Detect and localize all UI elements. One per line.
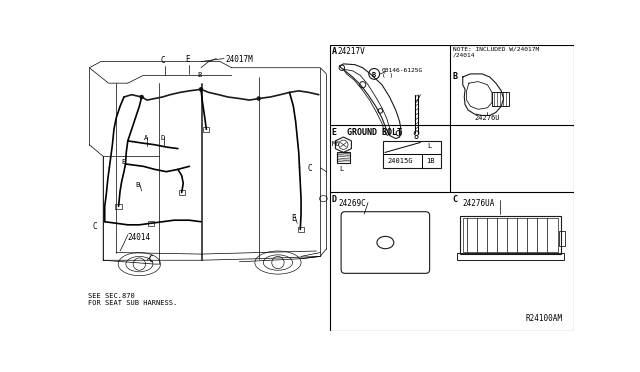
Circle shape bbox=[378, 109, 383, 113]
Text: E: E bbox=[291, 214, 296, 223]
Text: 24015G: 24015G bbox=[387, 158, 413, 164]
Bar bbox=[492, 92, 509, 106]
Text: B: B bbox=[452, 71, 458, 81]
Ellipse shape bbox=[263, 255, 292, 270]
Bar bbox=[383, 141, 441, 168]
Circle shape bbox=[272, 256, 284, 269]
Bar bbox=[463, 218, 558, 252]
Text: D: D bbox=[161, 135, 164, 141]
Circle shape bbox=[257, 97, 260, 100]
Circle shape bbox=[414, 131, 419, 135]
Bar bbox=[148, 221, 154, 225]
Text: M6: M6 bbox=[332, 141, 340, 147]
Text: SEE SEC.870
FOR SEAT SUB HARNESS.: SEE SEC.870 FOR SEAT SUB HARNESS. bbox=[88, 293, 177, 305]
Text: 1B: 1B bbox=[426, 158, 435, 164]
Bar bbox=[298, 227, 304, 232]
Text: ( ): ( ) bbox=[382, 73, 393, 78]
Ellipse shape bbox=[126, 256, 153, 272]
Bar bbox=[460, 216, 561, 254]
Circle shape bbox=[396, 131, 401, 136]
Text: 24269C: 24269C bbox=[339, 199, 367, 208]
Text: 08146-6125G: 08146-6125G bbox=[382, 68, 423, 73]
Bar bbox=[330, 45, 575, 331]
Circle shape bbox=[200, 88, 202, 91]
Text: 24217V: 24217V bbox=[337, 47, 365, 56]
Circle shape bbox=[140, 96, 143, 99]
Text: A: A bbox=[143, 135, 148, 141]
Ellipse shape bbox=[118, 253, 161, 276]
Text: B: B bbox=[197, 71, 202, 78]
Text: L: L bbox=[340, 166, 344, 172]
Ellipse shape bbox=[255, 251, 301, 274]
Text: 24014: 24014 bbox=[128, 233, 151, 242]
Text: L: L bbox=[428, 143, 431, 149]
Bar bbox=[115, 204, 122, 209]
Text: R24100AM: R24100AM bbox=[526, 314, 563, 323]
Text: 24276U: 24276U bbox=[474, 115, 500, 122]
Circle shape bbox=[339, 65, 344, 70]
Bar bbox=[204, 127, 209, 132]
Circle shape bbox=[415, 135, 418, 139]
Text: E: E bbox=[122, 158, 126, 164]
Circle shape bbox=[133, 258, 145, 270]
Text: C: C bbox=[92, 222, 97, 231]
Text: C: C bbox=[308, 164, 312, 173]
Text: C: C bbox=[452, 195, 458, 204]
Bar bbox=[559, 231, 565, 246]
Bar bbox=[337, 153, 349, 163]
Text: D: D bbox=[332, 195, 337, 204]
Text: E  GROUND BOLT: E GROUND BOLT bbox=[332, 128, 402, 137]
Text: B: B bbox=[372, 72, 376, 78]
Circle shape bbox=[360, 81, 365, 88]
Bar bbox=[179, 190, 185, 195]
Text: B: B bbox=[136, 182, 140, 188]
Bar bbox=[458, 253, 564, 260]
Text: E: E bbox=[186, 55, 190, 64]
Text: NOTE: INCLUDED W/24017M
/24014: NOTE: INCLUDED W/24017M /24014 bbox=[452, 47, 539, 58]
Text: C: C bbox=[148, 255, 153, 264]
Text: 24017M: 24017M bbox=[225, 55, 253, 64]
Text: C: C bbox=[160, 57, 164, 65]
Text: 24276UA: 24276UA bbox=[462, 199, 494, 208]
Text: A: A bbox=[332, 47, 337, 56]
Circle shape bbox=[369, 68, 380, 79]
